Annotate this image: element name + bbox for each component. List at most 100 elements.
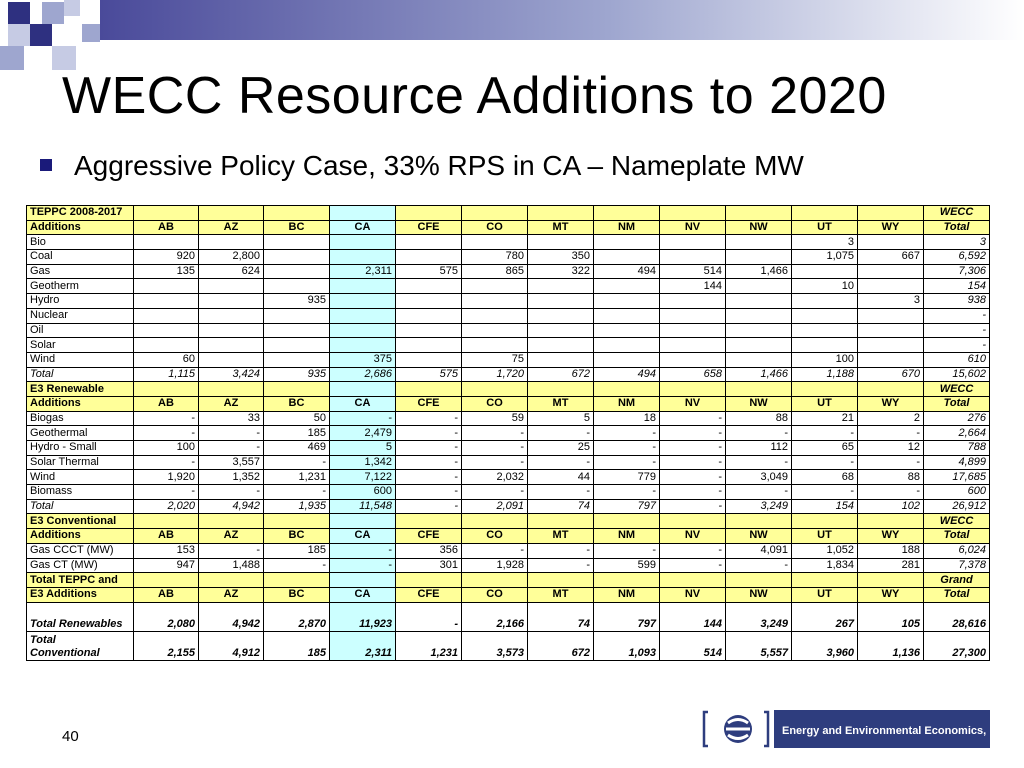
data-cell: 5 <box>527 410 594 427</box>
row-total: 276 <box>923 410 990 427</box>
company-logo: Energy and Environmental Economics, Inc. <box>702 710 990 748</box>
data-cell <box>791 307 858 324</box>
data-cell: 600 <box>329 484 396 500</box>
data-cell: 75 <box>461 351 528 368</box>
header-blank-cell <box>791 572 858 588</box>
header-blank-cell <box>725 205 792 221</box>
header-blank-cell <box>395 381 462 397</box>
data-cell <box>133 293 199 309</box>
data-cell: 3,573 <box>461 630 528 661</box>
data-cell: 1,136 <box>857 630 924 661</box>
header-blank-cell <box>725 572 792 588</box>
header-blank-cell <box>527 381 594 397</box>
header-blank-cell <box>791 513 858 530</box>
data-cell: 469 <box>263 440 330 456</box>
data-cell: - <box>395 484 462 500</box>
column-header: CA <box>329 219 396 236</box>
header-blank-cell <box>395 205 462 221</box>
header-blank-cell <box>791 205 858 221</box>
data-cell <box>527 351 594 368</box>
data-cell <box>725 322 792 339</box>
data-cell: - <box>659 484 726 500</box>
data-cell: 1,466 <box>725 366 792 383</box>
data-cell: 2,155 <box>133 630 199 661</box>
data-cell: - <box>857 425 924 441</box>
total-header-cell: WECC <box>923 381 990 397</box>
row-total: 17,685 <box>923 469 990 486</box>
column-header: NM <box>593 395 660 412</box>
row-total: 27,300 <box>923 630 990 661</box>
data-cell: 10 <box>791 278 858 295</box>
data-cell: 514 <box>659 630 726 661</box>
header-blank-cell <box>263 572 330 588</box>
data-cell: - <box>198 542 264 559</box>
row-total: 610 <box>923 351 990 368</box>
section-header-row: E3 Conventional WECC <box>26 513 990 530</box>
data-cell: - <box>593 484 660 500</box>
column-header: CA <box>329 586 396 603</box>
header-blank-cell <box>395 572 462 588</box>
section-header-row: E3 Renewable WECC <box>26 381 990 397</box>
data-cell <box>725 293 792 309</box>
header-blank-cell <box>461 205 528 221</box>
header-blank-cell <box>329 572 396 588</box>
data-cell: - <box>461 454 528 471</box>
data-cell: 1,928 <box>461 557 528 574</box>
data-cell <box>461 337 528 353</box>
data-cell <box>395 337 462 353</box>
data-cell <box>857 278 924 295</box>
data-cell: - <box>593 454 660 471</box>
table-row: Hydro - Small 100-469 5- -25- -112 65 12 788 <box>26 440 990 456</box>
data-cell: 575 <box>395 263 462 280</box>
data-cell: - <box>461 484 528 500</box>
column-header: NV <box>659 219 726 236</box>
data-cell <box>395 322 462 339</box>
data-cell: 935 <box>263 366 330 383</box>
data-cell <box>263 351 330 368</box>
data-cell <box>263 234 330 251</box>
data-cell: - <box>659 498 726 515</box>
row-label: Bio <box>26 234 134 251</box>
header-blank-cell <box>593 205 660 221</box>
row-total: 26,912 <box>923 498 990 515</box>
column-header: NW <box>725 528 792 544</box>
column-header: NV <box>659 395 726 412</box>
data-cell <box>461 278 528 295</box>
header-blank-cell <box>198 513 264 530</box>
row-total: 15,602 <box>923 366 990 383</box>
column-header: WY <box>857 586 924 603</box>
data-cell: 74 <box>527 498 594 515</box>
deco-square-3 <box>8 24 30 46</box>
data-cell <box>461 293 528 309</box>
data-cell: 3 <box>791 234 858 251</box>
table-row: Geothermal - -185 2,479- - - - - - - -2,664 <box>26 425 990 441</box>
data-cell: - <box>659 410 726 427</box>
data-cell <box>329 293 396 309</box>
total-header-cell: Total <box>923 528 990 544</box>
header-blank-cell <box>198 381 264 397</box>
deco-square-8 <box>82 24 100 42</box>
row-total: 28,616 <box>923 601 990 632</box>
data-cell: - <box>659 469 726 486</box>
data-cell <box>395 278 462 295</box>
data-cell: - <box>593 425 660 441</box>
data-cell: 11,548 <box>329 498 396 515</box>
data-cell: 667 <box>857 249 924 265</box>
column-header: AB <box>133 528 199 544</box>
column-header: UT <box>791 528 858 544</box>
column-header: WY <box>857 528 924 544</box>
data-cell <box>857 337 924 353</box>
table-row: Biomass - - -600- - - - - - - -600 <box>26 484 990 500</box>
column-header-row: Additions AB AZ BC CA CFE CO MT NM NV NW UT WY Total <box>26 528 990 544</box>
data-cell <box>725 307 792 324</box>
data-cell: - <box>857 454 924 471</box>
column-header: CO <box>461 586 528 603</box>
slide-title: WECC Resource Additions to 2020 <box>62 67 887 125</box>
data-cell: 2,479 <box>329 425 396 441</box>
deco-square-7 <box>52 46 76 70</box>
data-cell: 4,912 <box>198 630 264 661</box>
logo-left-bracket-icon <box>702 710 708 748</box>
data-cell: 1,075 <box>791 249 858 265</box>
column-header: NM <box>593 586 660 603</box>
section-header-label: Additions <box>26 395 134 412</box>
